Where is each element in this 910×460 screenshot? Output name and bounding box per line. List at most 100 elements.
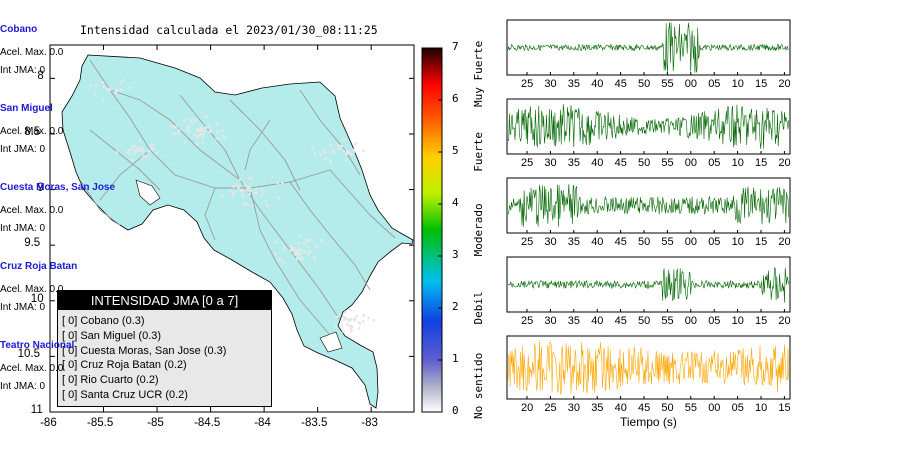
station-dot (293, 253, 297, 256)
station-dot (302, 249, 305, 253)
station-dot (323, 151, 326, 155)
station-dot (120, 88, 124, 92)
station-dot (314, 244, 318, 247)
time-tick-label: 20 (778, 315, 791, 327)
legend-list: [ 0] Cobano (0.3) [ 0] San Miguel (0.3) [ … (58, 310, 271, 403)
station-dot (348, 324, 352, 328)
station-dot (151, 142, 155, 146)
station-int-jma: Int JMA: 0 (0, 223, 46, 234)
time-tick-label: 30 (544, 78, 557, 90)
station-dot (134, 150, 138, 153)
station-dot (105, 87, 109, 91)
y-tick-label: 9.5 (24, 237, 41, 250)
station-dot (289, 244, 293, 248)
station-dot (222, 134, 225, 138)
station-dot (305, 240, 309, 243)
station-dot (362, 314, 366, 317)
x-tick-label: -86 (40, 417, 57, 429)
station-dot (295, 257, 299, 261)
station-dot (342, 330, 345, 333)
station-name: Cuesta Moras, San Jose (0, 182, 116, 193)
station-dot (95, 84, 98, 88)
station-dot (281, 182, 284, 185)
time-tick-label: 15 (755, 78, 768, 90)
station-accel-max: Acel. Max. 0.0 (0, 363, 64, 374)
station-dot (170, 132, 174, 136)
station-dot (316, 246, 320, 250)
station-dot (242, 202, 246, 206)
road-line (299, 89, 361, 176)
station-accel-max: Acel. Max. 0.0 (0, 284, 64, 295)
station-dot (174, 125, 178, 129)
station-dot (361, 319, 365, 323)
station-dot (248, 186, 252, 190)
time-tick-label: 40 (614, 402, 627, 414)
time-tick-label: 05 (708, 315, 721, 327)
time-tick-label: 35 (567, 236, 581, 248)
station-dot (328, 144, 332, 148)
station-dot (204, 126, 208, 129)
station-dot (150, 147, 154, 150)
station-dot (346, 151, 349, 155)
station-dot (276, 181, 280, 185)
station-dot (281, 260, 285, 264)
station-dot (310, 146, 314, 149)
station-dot (145, 155, 148, 159)
station-dot (253, 191, 257, 195)
station-dot (216, 130, 220, 134)
station-dot (220, 194, 224, 198)
time-tick-label: 40 (591, 78, 604, 90)
station-dot (245, 189, 249, 192)
time-tick-label: 40 (591, 236, 604, 248)
station-dot (331, 151, 335, 155)
station-int-jma: Int JMA: 0 (0, 144, 46, 155)
station-dot (223, 136, 227, 140)
station-dot (358, 321, 362, 325)
time-tick-label: 35 (567, 78, 581, 90)
road-line (89, 129, 161, 191)
x-tick-label: -83.5 (301, 417, 328, 429)
station-dot (114, 88, 118, 92)
station-dot (353, 318, 356, 322)
station-dot (115, 151, 119, 154)
time-tick-label: 05 (708, 157, 721, 169)
time-tick-label: 20 (778, 236, 791, 248)
station-dot (205, 115, 208, 119)
station-dot (283, 247, 286, 251)
station-dot (195, 142, 199, 146)
station-dot (335, 315, 339, 319)
station-accel-max: Acel. Max. 0.0 (0, 126, 64, 137)
station-dot (186, 127, 190, 131)
station-dot (349, 318, 352, 322)
waveform-line (507, 22, 789, 73)
station-dot (170, 124, 173, 128)
time-tick-label: 05 (708, 236, 721, 248)
station-dot (299, 234, 303, 238)
y-tick-label: 8.5 (24, 125, 41, 138)
station-dot (344, 316, 348, 320)
colorbar-gradient (421, 47, 443, 413)
station-dot (367, 316, 371, 320)
station-dot (197, 134, 201, 137)
time-tick-label: 50 (638, 315, 651, 327)
station-dot (357, 327, 361, 330)
station-name: Cobano (0, 24, 38, 35)
station-dot (201, 141, 205, 144)
time-tick-label: 00 (684, 157, 698, 169)
station-dot (131, 158, 135, 162)
intensity-colorbar (421, 47, 443, 413)
station-dot (255, 187, 258, 191)
station-name: Cruz Roja Batan (0, 261, 78, 272)
colorbar-tick-label: 3 (452, 248, 459, 261)
y-tick-label: 11 (30, 404, 43, 416)
station-dot (348, 308, 351, 311)
station-dot (353, 149, 357, 153)
station-dot (313, 256, 316, 260)
time-tick-label: 50 (661, 402, 674, 414)
colorbar-category-label: Muy Fuerte (472, 40, 485, 107)
station-dot (200, 129, 204, 132)
station-dot (240, 189, 244, 193)
station-dot (186, 124, 190, 128)
station-dot (101, 80, 105, 84)
station-dot (237, 186, 241, 190)
